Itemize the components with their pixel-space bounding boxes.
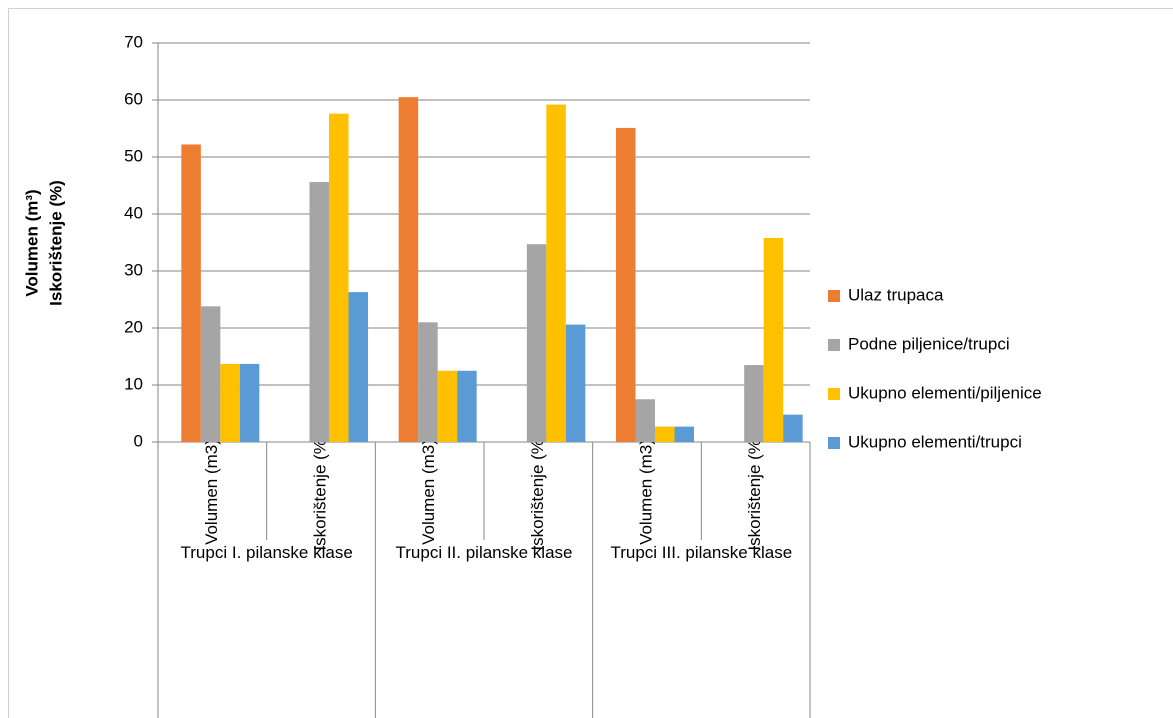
y-tick-label: 50 bbox=[124, 146, 143, 165]
bar bbox=[329, 113, 349, 443]
y-tick-label: 70 bbox=[124, 32, 143, 51]
x-tick-label: Volumen (m3) bbox=[202, 439, 221, 545]
bar bbox=[418, 322, 438, 442]
y-tick-label: 10 bbox=[124, 374, 143, 393]
legend-swatch bbox=[828, 339, 840, 351]
bar bbox=[783, 414, 803, 442]
group-label: Trupci I. pilanske klase bbox=[180, 543, 353, 562]
y-axis-title: Iskorištenje (%) bbox=[46, 180, 65, 306]
bar bbox=[635, 399, 655, 442]
group-label: Trupci II. pilanske klase bbox=[395, 543, 573, 562]
y-tick-label: 60 bbox=[124, 89, 143, 108]
bar bbox=[763, 237, 784, 442]
x-tick-label: Iskorištenje (%) bbox=[310, 433, 329, 550]
group-label: Trupci III. pilanske klase bbox=[610, 543, 793, 562]
x-tick-label: Volumen (m3) bbox=[636, 439, 655, 545]
bar bbox=[526, 244, 547, 442]
legend-label: Ukupno elementi/trupci bbox=[848, 432, 1022, 451]
legend-swatch bbox=[828, 388, 840, 400]
legend-label: Podne piljenice/trupci bbox=[848, 334, 1010, 353]
x-tick-label: Iskorištenje (%) bbox=[528, 433, 547, 550]
bar bbox=[309, 182, 329, 442]
bar bbox=[239, 363, 260, 442]
bar bbox=[200, 306, 221, 442]
x-tick-label: Volumen (m3) bbox=[419, 439, 438, 545]
legend-swatch bbox=[828, 437, 840, 449]
bar bbox=[744, 365, 764, 442]
legend-swatch bbox=[828, 290, 840, 302]
y-tick-label: 40 bbox=[124, 203, 143, 222]
bar bbox=[546, 104, 566, 442]
y-tick-label: 30 bbox=[124, 260, 143, 279]
bar bbox=[655, 426, 675, 442]
legend-label: Ukupno elementi/piljenice bbox=[848, 383, 1042, 402]
chart-border bbox=[8, 8, 1173, 718]
bar bbox=[220, 363, 240, 442]
bar bbox=[565, 324, 586, 442]
bar bbox=[398, 97, 419, 443]
bar bbox=[457, 370, 477, 442]
y-tick-label: 20 bbox=[124, 317, 143, 336]
y-axis-title: Volumen (m³) bbox=[22, 189, 41, 296]
bar bbox=[348, 292, 368, 442]
x-tick-label: Iskorištenje (%) bbox=[745, 433, 764, 550]
y-tick-label: 0 bbox=[134, 431, 143, 450]
legend-label: Ulaz trupaca bbox=[848, 285, 944, 304]
bar bbox=[437, 370, 458, 442]
bar bbox=[181, 144, 201, 442]
bar bbox=[674, 426, 694, 442]
bar bbox=[616, 127, 636, 443]
